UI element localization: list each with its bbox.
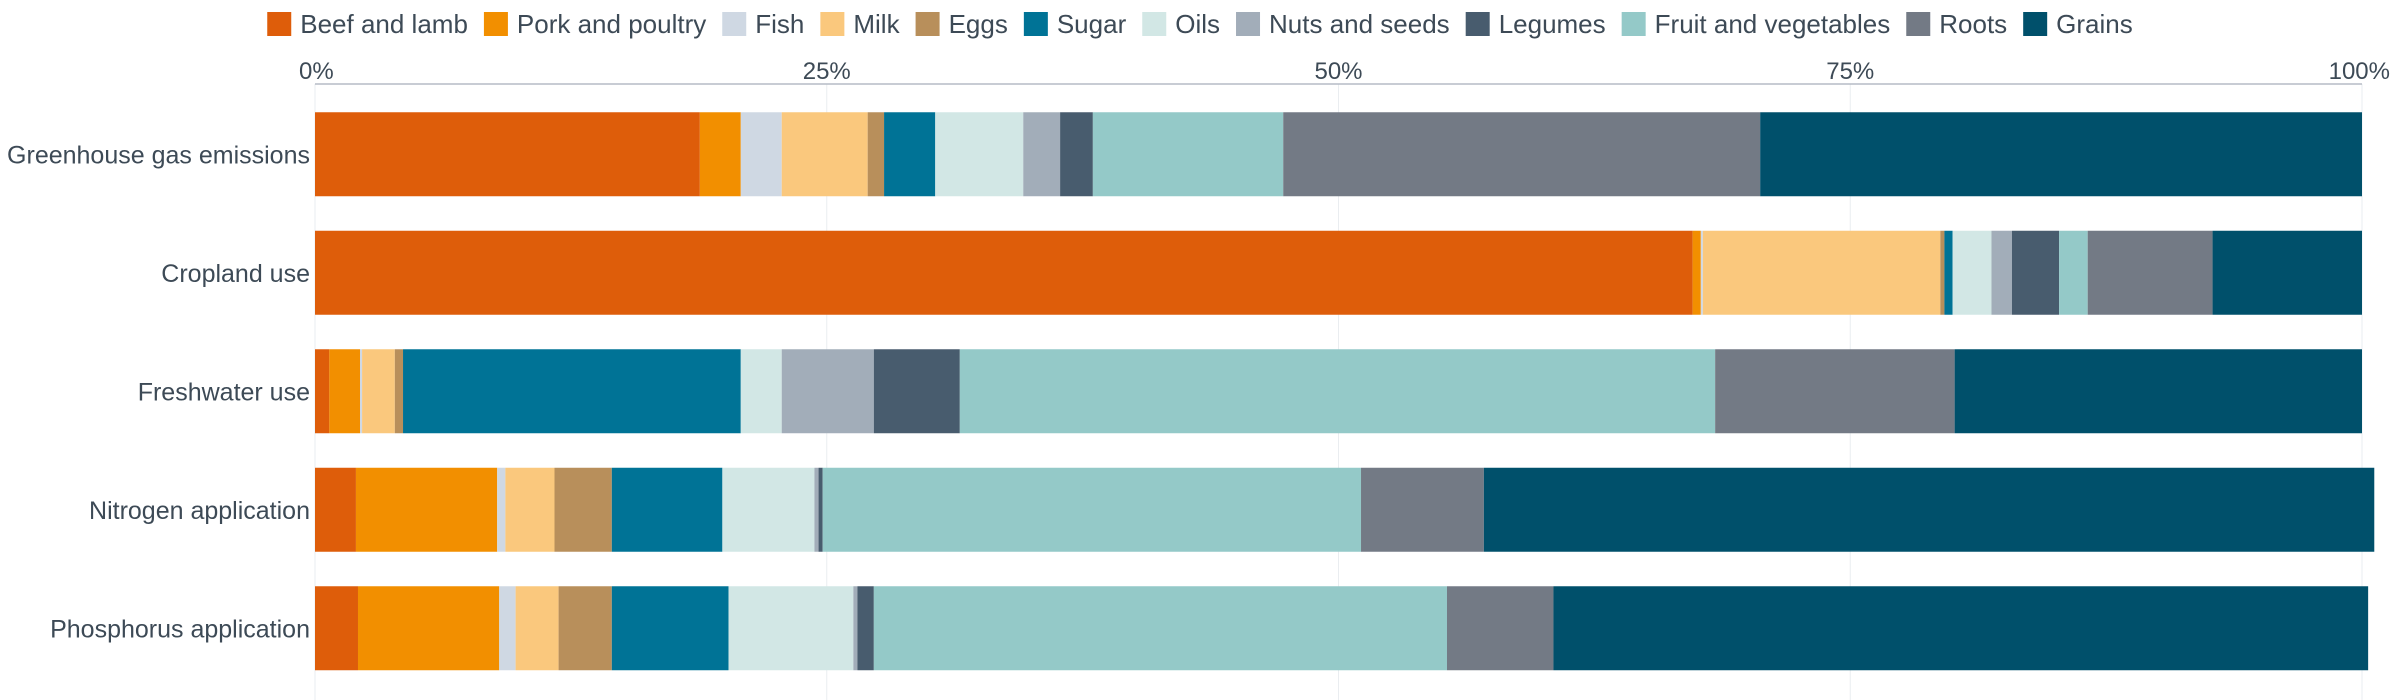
legend-swatch-oils bbox=[1142, 12, 1167, 36]
bar-segment-oils bbox=[740, 349, 782, 434]
bar-segment-beef-and-lamb bbox=[315, 112, 700, 197]
legend: Beef and lamb Pork and poultry Fish Milk Egg… bbox=[267, 9, 2133, 39]
bar-segment-oils bbox=[935, 112, 1024, 197]
bar-segment-fish bbox=[360, 349, 363, 434]
x-tick-label: 100% bbox=[2329, 58, 2390, 85]
category-label: Cropland use bbox=[161, 260, 310, 288]
legend-label-grains: Grains bbox=[2056, 9, 2133, 39]
legend-swatch-fish bbox=[722, 12, 747, 36]
category-labels: Greenhouse gas emissions Cropland use Fres… bbox=[7, 141, 310, 643]
legend-swatch-beef-and-lamb bbox=[267, 12, 292, 36]
legend-label-pork-and-poultry: Pork and poultry bbox=[517, 9, 706, 39]
bar-segment-legumes bbox=[1060, 112, 1093, 197]
bar-segment-milk bbox=[505, 467, 555, 552]
bar-segment-legumes bbox=[818, 467, 823, 552]
bar-segment-grains bbox=[1954, 349, 2362, 434]
bar-segment-nuts-and-seeds bbox=[1991, 230, 2012, 315]
bar-segment-milk bbox=[515, 586, 559, 671]
bar-segment-grains bbox=[2212, 230, 2362, 315]
bar-segment-nuts-and-seeds bbox=[1023, 112, 1061, 197]
legend-swatch-roots bbox=[1906, 12, 1931, 36]
legend-swatch-pork-and-poultry bbox=[483, 12, 508, 36]
legend-swatch-eggs bbox=[915, 12, 940, 36]
bar-segment-fish bbox=[740, 112, 782, 197]
bar-segment-milk bbox=[362, 349, 395, 434]
legend-label-legumes: Legumes bbox=[1499, 9, 1606, 39]
bar-segment-sugar bbox=[611, 467, 723, 552]
bar-segment-roots bbox=[1715, 349, 1955, 434]
legend-swatch-grains bbox=[2023, 12, 2048, 36]
bar-segment-beef-and-lamb bbox=[315, 467, 356, 552]
bar-segment-nuts-and-seeds bbox=[853, 586, 858, 671]
bar-segment-fruit-and-vegetables bbox=[1092, 112, 1284, 197]
legend-label-roots: Roots bbox=[1939, 9, 2007, 39]
bar-segment-nuts-and-seeds bbox=[781, 349, 874, 434]
legend-label-nuts-and-seeds: Nuts and seeds bbox=[1269, 9, 1450, 39]
bar-segment-oils bbox=[722, 467, 815, 552]
category-label: Greenhouse gas emissions bbox=[7, 141, 310, 169]
bar-segment-sugar bbox=[403, 349, 741, 434]
bar-segment-beef-and-lamb bbox=[315, 586, 358, 671]
x-axis-ticks: 0% 25% 50% 75% 100% bbox=[299, 58, 2390, 85]
legend-label-eggs: Eggs bbox=[949, 9, 1008, 39]
legend-label-beef-and-lamb: Beef and lamb bbox=[300, 9, 468, 39]
bar-segment-legumes bbox=[857, 586, 874, 671]
bar-segment-grains bbox=[1553, 586, 2369, 671]
bar-segment-beef-and-lamb bbox=[315, 230, 1693, 315]
bar-segment-sugar bbox=[884, 112, 936, 197]
legend-swatch-legumes bbox=[1465, 12, 1490, 36]
x-tick-label: 25% bbox=[803, 58, 851, 85]
bar-segment-pork-and-poultry bbox=[355, 467, 498, 552]
bar-segment-fruit-and-vegetables bbox=[873, 586, 1447, 671]
category-label: Nitrogen application bbox=[89, 497, 310, 525]
bar-segment-roots bbox=[1361, 467, 1484, 552]
bar-segment-pork-and-poultry bbox=[1692, 230, 1701, 315]
bar-segment-milk bbox=[1702, 230, 1941, 315]
bars bbox=[315, 112, 2375, 671]
x-tick-label: 50% bbox=[1314, 58, 1362, 85]
bar-segment-fruit-and-vegetables bbox=[822, 467, 1362, 552]
bar-segment-sugar bbox=[611, 586, 729, 671]
bar-segment-roots bbox=[2087, 230, 2213, 315]
bar-segment-eggs bbox=[558, 586, 612, 671]
bar-segment-grains bbox=[1483, 467, 2375, 552]
category-label: Freshwater use bbox=[138, 378, 310, 406]
bar-segment-fish bbox=[1700, 230, 1703, 315]
legend-swatch-fruit-and-vegetables bbox=[1621, 12, 1646, 36]
bar-segment-oils bbox=[728, 586, 854, 671]
bar-segment-beef-and-lamb bbox=[315, 349, 330, 434]
legend-label-fruit-and-vegetables: Fruit and vegetables bbox=[1655, 9, 1891, 39]
bar-segment-pork-and-poultry bbox=[699, 112, 741, 197]
bar-segment-oils bbox=[1952, 230, 1992, 315]
legend-swatch-milk bbox=[820, 12, 845, 36]
x-tick-label: 0% bbox=[299, 58, 334, 85]
bar-segment-nuts-and-seeds bbox=[814, 467, 819, 552]
legend-label-fish: Fish bbox=[755, 9, 804, 39]
bar-segment-fish bbox=[499, 586, 516, 671]
bar-segment-eggs bbox=[867, 112, 885, 197]
legend-swatch-sugar bbox=[1023, 12, 1048, 36]
bar-segment-legumes bbox=[2011, 230, 2060, 315]
bar-segment-fish bbox=[497, 467, 506, 552]
bar-segment-grains bbox=[1760, 112, 2362, 197]
bar-segment-legumes bbox=[873, 349, 960, 434]
bar-segment-roots bbox=[1283, 112, 1761, 197]
x-tick-label: 75% bbox=[1826, 58, 1874, 85]
bar-segment-pork-and-poultry bbox=[357, 586, 500, 671]
bar-segment-milk bbox=[781, 112, 868, 197]
bar-segment-fruit-and-vegetables bbox=[959, 349, 1716, 434]
bar-segment-roots bbox=[1446, 586, 1554, 671]
legend-label-sugar: Sugar bbox=[1057, 9, 1127, 39]
legend-label-milk: Milk bbox=[853, 9, 900, 39]
bar-segment-eggs bbox=[554, 467, 612, 552]
category-label: Phosphorus application bbox=[50, 615, 310, 643]
legend-swatch-nuts-and-seeds bbox=[1236, 12, 1261, 36]
bar-segment-eggs bbox=[1940, 230, 1945, 315]
legend-label-oils: Oils bbox=[1175, 9, 1220, 39]
bar-segment-fruit-and-vegetables bbox=[2059, 230, 2088, 315]
bar-segment-pork-and-poultry bbox=[329, 349, 361, 434]
bar-segment-sugar bbox=[1944, 230, 1953, 315]
bar-segment-eggs bbox=[394, 349, 404, 434]
